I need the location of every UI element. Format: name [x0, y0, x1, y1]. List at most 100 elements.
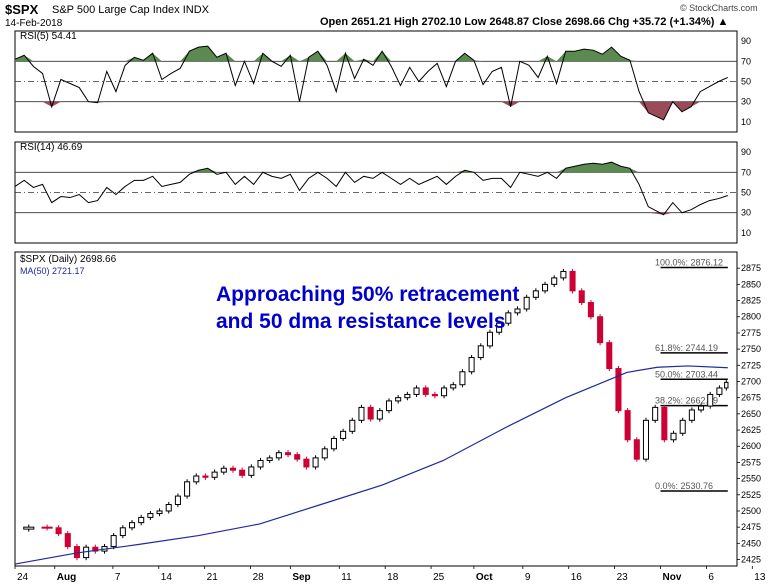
candle-body: [404, 393, 411, 399]
xtick-label: 24: [17, 572, 29, 583]
candle-body: [450, 384, 457, 389]
candle-body: [275, 452, 282, 459]
price-ytick-label: 2475: [741, 522, 761, 532]
price-ytick-label: 2625: [741, 425, 761, 435]
candle-body: [642, 419, 650, 460]
candle-body: [211, 471, 218, 478]
candle-body: [257, 459, 264, 468]
price-ytick-label: 2650: [741, 409, 761, 419]
price-ytick-label: 2450: [741, 538, 761, 548]
rsi14-ytick-label: 10: [741, 228, 751, 238]
xtick-label: Nov: [663, 572, 682, 583]
xtick-label: 9: [525, 572, 531, 583]
candle-body: [321, 448, 328, 459]
price-ytick-label: 2550: [741, 474, 761, 484]
candle-body: [422, 387, 429, 395]
price-ytick-label: 2500: [741, 506, 761, 516]
price-ytick-label: 2575: [741, 457, 761, 467]
price-ytick-label: 2775: [741, 328, 761, 338]
fib-level-label: 61.8%: 2744.19: [655, 343, 718, 353]
annotation-line-1: Approaching 50% retracement: [216, 283, 520, 306]
candle-body: [569, 270, 576, 292]
rsi14-ytick-label: 50: [741, 188, 751, 198]
price-ytick-label: 2800: [741, 312, 761, 322]
candle-body: [138, 516, 145, 524]
candle-body: [661, 406, 668, 441]
candle-body: [578, 290, 585, 303]
candle-body: [459, 371, 466, 386]
candle-body: [303, 458, 310, 468]
candle-body: [64, 533, 71, 548]
rsi5-overbought-fill: [15, 46, 728, 62]
rsi14-ytick-label: 70: [741, 167, 751, 177]
candle-body: [532, 290, 539, 298]
candle-body: [413, 387, 420, 395]
rsi5-ytick-label: 30: [741, 97, 751, 107]
candle-body: [606, 342, 613, 370]
xtick-label: 7: [115, 572, 121, 583]
rsi5-line: [14, 45, 729, 121]
rsi14-overbought-fill: [15, 162, 728, 173]
candle-body: [330, 437, 337, 450]
xtick-label: 11: [341, 572, 352, 583]
candle-body: [542, 283, 549, 292]
price-ytick-label: 2725: [741, 360, 761, 370]
xtick-label: 18: [387, 572, 399, 583]
candle-body: [92, 546, 99, 552]
candle-body: [358, 406, 365, 421]
ohlc-readout: Open 2651.21 High 2702.10 Low 2648.87 Cl…: [320, 16, 729, 28]
price-ytick-label: 2425: [741, 555, 761, 565]
chart-symbol: $SPX: [5, 2, 39, 17]
xtick-label: 13: [754, 572, 766, 583]
rsi5-ytick-label: 10: [741, 117, 751, 127]
xtick-label: 16: [571, 572, 583, 583]
xtick-label: Oct: [476, 572, 493, 583]
rsi5-panel: 10 30 50 70 90: [14, 30, 751, 133]
candle-body: [184, 481, 191, 497]
xtick-label: 25: [433, 572, 445, 583]
fib-level-label: 100.0%: 2876.12: [655, 257, 723, 267]
candle-body: [551, 277, 558, 285]
rsi5-ytick-label: 70: [741, 56, 751, 66]
xtick-label: 14: [161, 572, 173, 583]
candle-body: [220, 467, 227, 473]
xtick-label: Aug: [57, 572, 76, 583]
candle-body: [486, 331, 493, 347]
candle-body: [688, 409, 695, 421]
candle-body: [294, 454, 301, 460]
candle-body: [248, 466, 255, 476]
rsi14-panel: 10 30 50 70 90: [14, 141, 751, 244]
candle-body: [55, 527, 62, 535]
candle-body: [156, 510, 163, 515]
price-frame: [14, 251, 738, 567]
rsi5-ytick-label: 50: [741, 77, 751, 87]
fib-level-label: 38.2%: 2662.69: [655, 396, 718, 406]
candle-body: [41, 526, 53, 529]
candle-body: [395, 397, 402, 402]
candle-body: [239, 469, 246, 476]
rsi5-oversold-fill: [15, 101, 728, 120]
rsi14-legend: RSI(14) 46.69: [20, 142, 83, 153]
price-ytick-label: 2675: [741, 393, 761, 403]
xtick-label: Sep: [292, 572, 310, 583]
candle-body: [514, 308, 521, 314]
candle-body: [266, 457, 273, 461]
rsi14-ytick-label: 30: [741, 208, 751, 218]
price-ytick-label: 2700: [741, 376, 761, 386]
price-ytick-label: 2825: [741, 296, 761, 306]
candle-body: [698, 405, 705, 411]
rsi5-ytick-label: 90: [741, 36, 751, 46]
x-axis: 24Aug7142128Sep111825Oct91623Nov6132027D…: [14, 566, 766, 583]
xtick-label: 21: [207, 572, 219, 583]
candle-body: [707, 393, 714, 407]
watermark: © StockCharts.com: [680, 3, 758, 13]
candle-body: [23, 526, 35, 530]
xtick-label: 23: [617, 572, 629, 583]
candle-body: [670, 432, 677, 441]
candle-body: [312, 457, 319, 468]
candle-body: [385, 400, 393, 412]
ma50-line: [14, 365, 728, 565]
candle-body: [615, 368, 622, 412]
candle-body: [202, 475, 209, 478]
